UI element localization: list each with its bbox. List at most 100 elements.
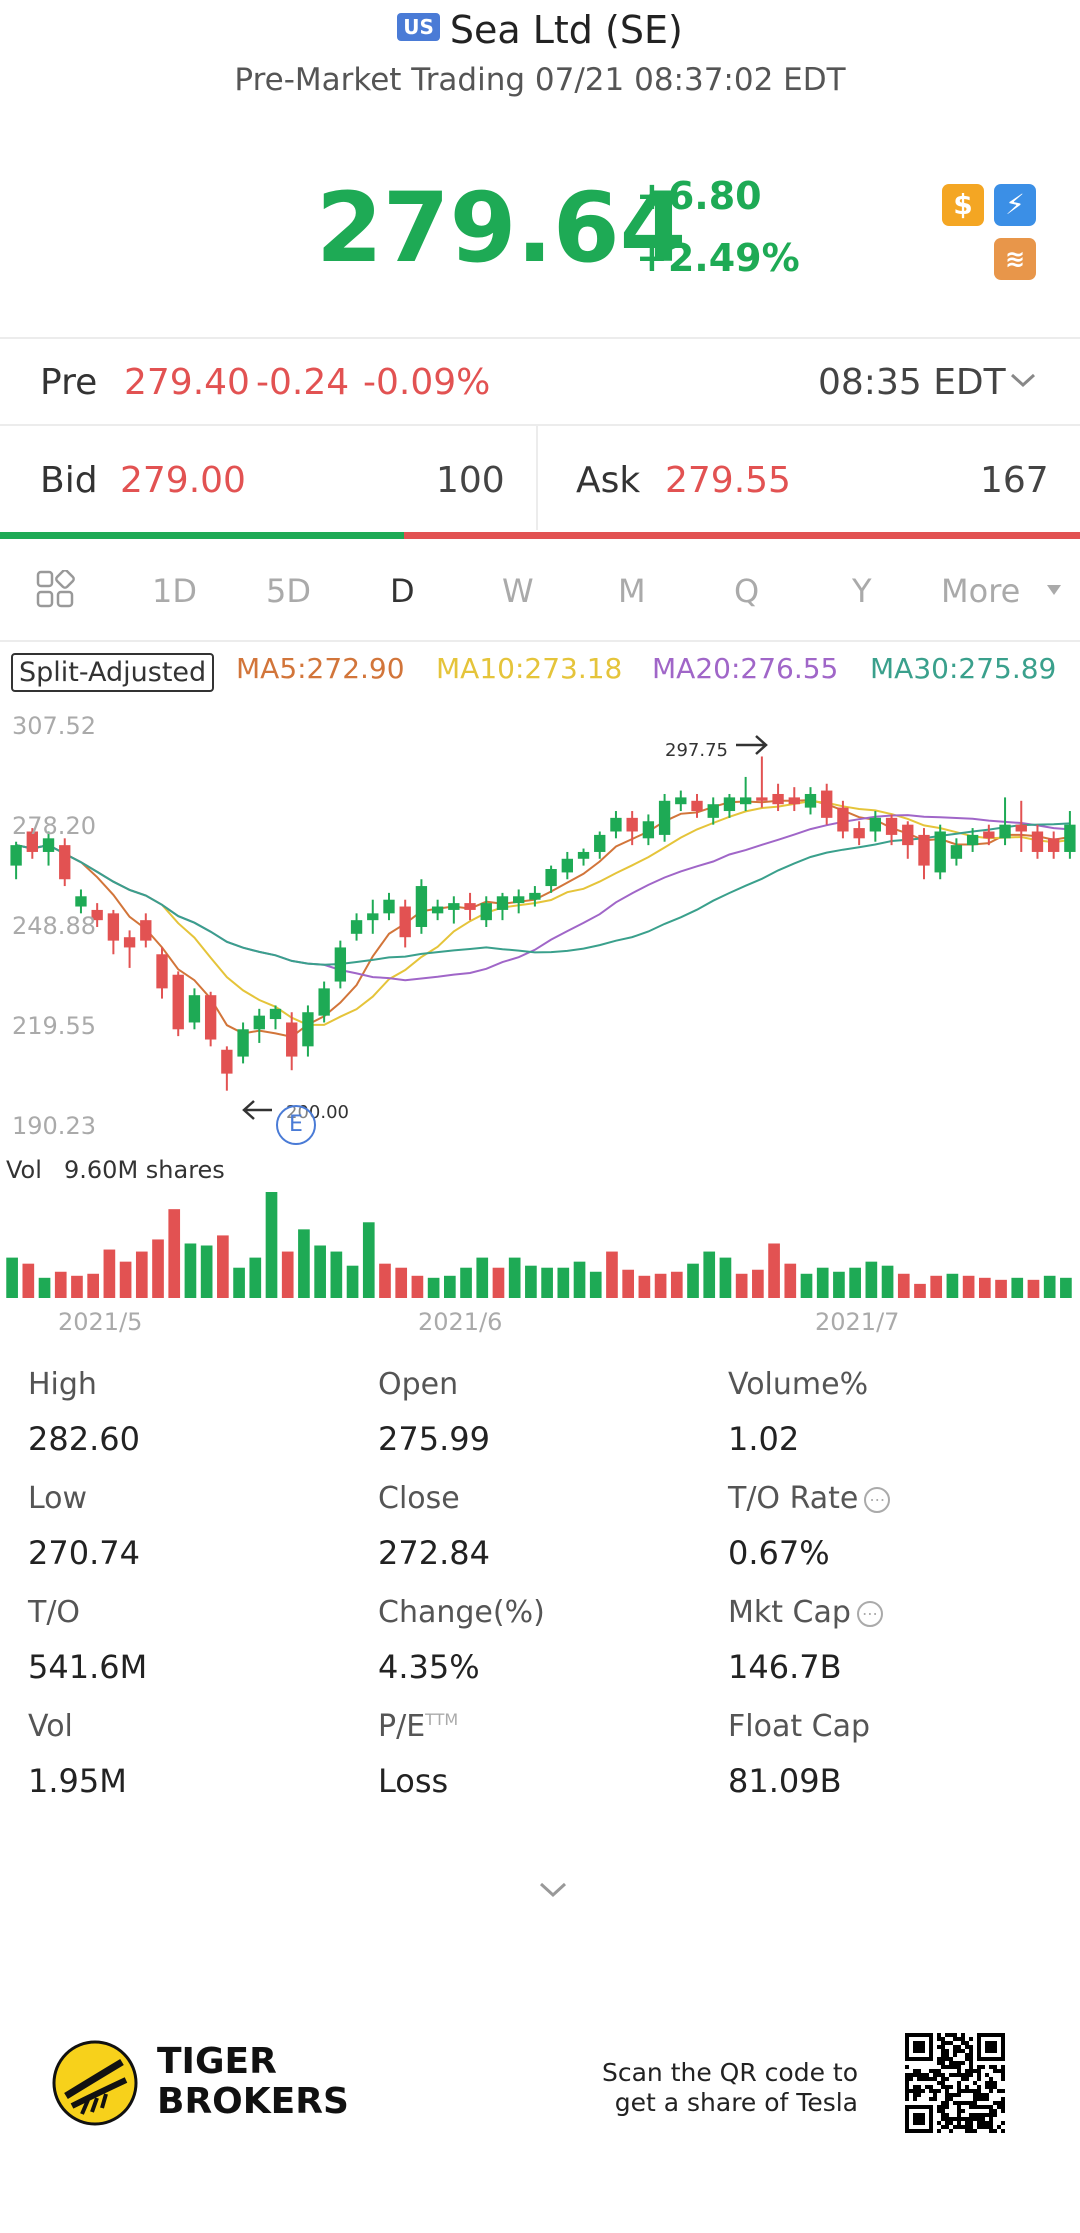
qr-module: [953, 2053, 957, 2057]
qr-module: [965, 2045, 969, 2049]
qr-module: [985, 2121, 989, 2125]
candle-body: [788, 797, 800, 805]
candle-body: [204, 995, 217, 1040]
qr-module: [981, 2097, 985, 2101]
qr-module: [985, 2073, 989, 2077]
stack-icon[interactable]: ≋: [994, 238, 1036, 280]
candle-body: [513, 896, 525, 904]
volume-label: Vol: [6, 1156, 42, 1184]
stat-label: Open: [378, 1367, 459, 1402]
candle-body: [221, 1049, 233, 1074]
qr-module: [997, 2069, 1001, 2073]
candle: [1015, 800, 1027, 852]
qr-module: [981, 2065, 985, 2069]
qr-module: [977, 2125, 981, 2129]
candle: [1064, 811, 1076, 859]
candle-body: [350, 920, 363, 934]
pre-time[interactable]: 08:35 EDT: [818, 362, 1006, 403]
qr-module: [917, 2077, 921, 2081]
qr-module: [933, 2097, 937, 2101]
qr-module: [933, 2089, 937, 2093]
qr-module: [941, 2073, 945, 2077]
volume-bar: [719, 1257, 732, 1298]
qr-module: [945, 2105, 949, 2109]
dollar-icon[interactable]: $: [942, 184, 984, 226]
ask-ratio-bar: [0, 532, 1080, 539]
qr-module: [965, 2085, 969, 2089]
qr-module: [917, 2073, 921, 2077]
candlestick-chart[interactable]: [0, 700, 1080, 1160]
y-tick: 190.23: [12, 1112, 96, 1140]
qr-module: [957, 2093, 961, 2097]
qr-module: [969, 2061, 973, 2065]
qr-module: [909, 2089, 913, 2093]
qr-module: [997, 2125, 1001, 2129]
qr-module: [961, 2117, 965, 2121]
candle-body: [691, 800, 703, 812]
qr-module: [945, 2101, 949, 2105]
candle-body: [431, 906, 444, 914]
volume-bar: [135, 1251, 148, 1298]
qr-module: [961, 2125, 965, 2129]
pre-price: 279.40: [124, 362, 250, 403]
stat-value: 4.35%: [378, 1648, 480, 1686]
qr-module: [961, 2041, 965, 2045]
qr-module: [945, 2049, 949, 2053]
expand-chevron-icon[interactable]: [538, 1880, 568, 1900]
tab-1d[interactable]: 1D: [152, 572, 197, 610]
volume-bar: [103, 1249, 116, 1298]
volume-bar: [946, 1273, 959, 1298]
tab-more[interactable]: More: [941, 572, 1021, 610]
candle-body: [804, 793, 817, 808]
earnings-marker[interactable]: E: [276, 1105, 316, 1145]
stat-label: Float Cap: [728, 1709, 871, 1744]
volume-bar: [962, 1275, 975, 1298]
info-icon[interactable]: ⋯: [864, 1486, 891, 1513]
tab-w[interactable]: W: [502, 572, 534, 610]
qr-module: [977, 2121, 981, 2125]
split-adjusted-toggle[interactable]: Split-Adjusted: [11, 653, 215, 692]
qr-module: [941, 2085, 945, 2089]
info-icon[interactable]: ⋯: [856, 1600, 883, 1627]
caret-down-icon[interactable]: [1046, 584, 1062, 596]
tab-d[interactable]: D: [390, 572, 415, 610]
volume-bar: [22, 1263, 35, 1298]
qr-module: [961, 2101, 965, 2105]
qr-module: [985, 2113, 989, 2117]
volume-bar: [152, 1239, 164, 1298]
qr-module: [953, 2045, 957, 2049]
qr-module: [953, 2037, 957, 2041]
qr-module: [949, 2093, 953, 2097]
grid-icon[interactable]: [36, 570, 76, 610]
qr-module: [989, 2121, 993, 2125]
brand-name: TIGER BROKERS: [157, 2042, 349, 2122]
qr-module: [969, 2113, 973, 2117]
qr-module: [1001, 2073, 1005, 2077]
stat-label: Close: [378, 1481, 460, 1516]
lightning-icon[interactable]: ⚡: [994, 184, 1036, 226]
candle-body: [918, 834, 930, 866]
candle: [383, 892, 395, 921]
qr-module: [989, 2109, 993, 2113]
volume-bar: [476, 1257, 489, 1298]
candle: [221, 1046, 233, 1091]
chevron-down-icon[interactable]: [1008, 370, 1038, 390]
qr-module: [965, 2101, 969, 2105]
tab-y[interactable]: Y: [852, 572, 872, 610]
tab-5d[interactable]: 5D: [266, 572, 311, 610]
qr-module: [993, 2109, 997, 2113]
qr-module: [933, 2077, 937, 2081]
volume-bar: [168, 1209, 181, 1298]
volume-bar: [784, 1263, 797, 1298]
qr-module: [913, 2097, 917, 2101]
qr-module: [913, 2085, 917, 2089]
qr-module: [989, 2113, 993, 2117]
candle-body: [934, 831, 946, 873]
tab-m[interactable]: M: [618, 572, 646, 610]
qr-module: [973, 2101, 977, 2105]
candle: [75, 889, 87, 914]
qr-module: [973, 2105, 977, 2109]
candle: [10, 841, 22, 880]
tab-q[interactable]: Q: [734, 572, 760, 610]
volume-chart[interactable]: [0, 1186, 1080, 1300]
